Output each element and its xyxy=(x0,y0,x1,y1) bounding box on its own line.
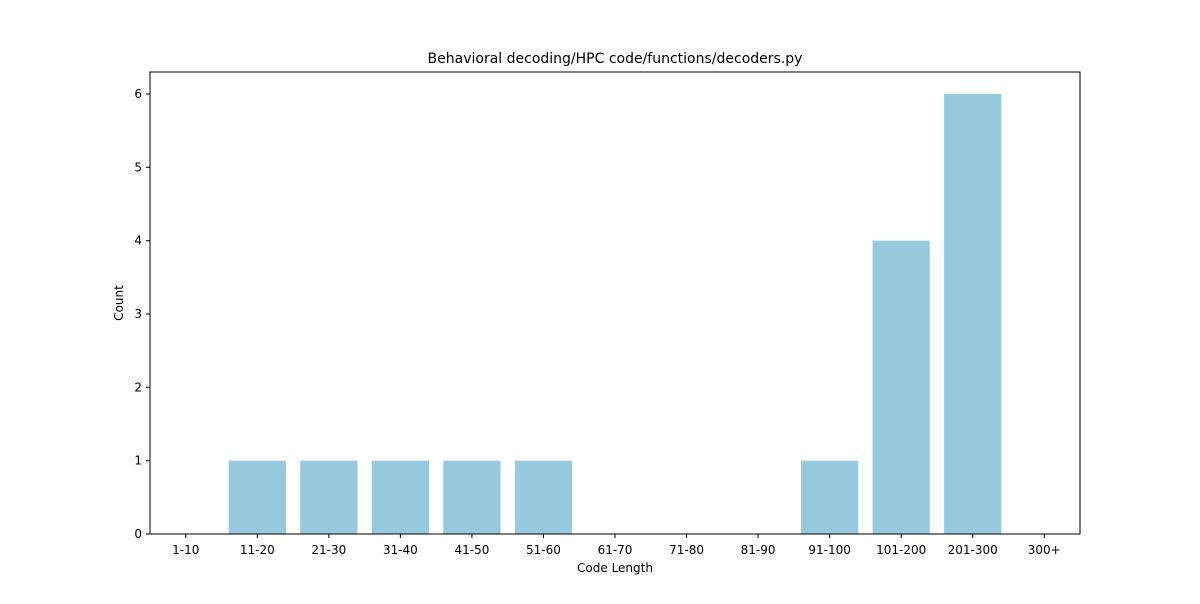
x-tick-label: 31-40 xyxy=(383,543,418,557)
y-tick-label: 1 xyxy=(134,454,142,468)
bar-91-100 xyxy=(801,460,859,534)
x-tick-label: 300+ xyxy=(1028,543,1061,557)
bar-201-300 xyxy=(944,94,1002,534)
x-tick-label: 41-50 xyxy=(454,543,489,557)
x-tick-label: 91-100 xyxy=(808,543,851,557)
x-tick-label: 81-90 xyxy=(741,543,776,557)
x-tick-label: 201-300 xyxy=(948,543,998,557)
chart-title: Behavioral decoding/HPC code/functions/d… xyxy=(428,51,803,67)
y-axis-label: Count xyxy=(112,285,126,321)
plot-frame xyxy=(149,71,1081,535)
bar-11-20 xyxy=(228,460,286,534)
x-tick-label: 101-200 xyxy=(876,543,926,557)
bar-41-50 xyxy=(443,460,501,534)
bar-31-40 xyxy=(371,460,429,534)
x-tick-label: 1-10 xyxy=(172,543,199,557)
x-tick-label: 51-60 xyxy=(526,543,561,557)
bar-101-200 xyxy=(872,240,930,534)
y-tick-label: 4 xyxy=(134,234,142,248)
x-tick-label: 11-20 xyxy=(240,543,275,557)
bar-51-60 xyxy=(514,460,573,534)
x-tick-label: 21-30 xyxy=(311,543,346,557)
x-tick-label: 71-80 xyxy=(669,543,704,557)
bars-layer xyxy=(228,94,1002,534)
y-tick-label: 2 xyxy=(134,380,142,394)
x-tick-label: 61-70 xyxy=(598,543,633,557)
bar-21-30 xyxy=(300,460,358,534)
y-tick-label: 6 xyxy=(134,87,142,101)
y-tick-label: 3 xyxy=(134,307,142,321)
x-axis-label: Code Length xyxy=(577,561,653,575)
y-tick-label: 0 xyxy=(134,527,142,541)
ticks-layer: 1-10 11-20 21-30 31-40 41-50 51-60 61-70 71-80 8… xyxy=(134,87,1060,557)
y-tick-label: 5 xyxy=(134,160,142,174)
